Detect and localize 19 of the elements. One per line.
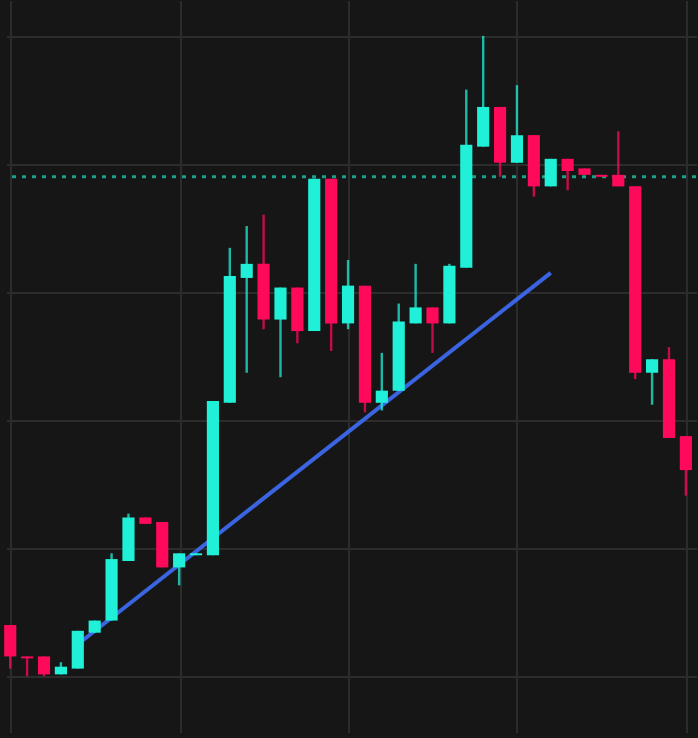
candlestick (21, 655, 34, 678)
candlestick (561, 157, 574, 192)
candlestick (612, 130, 625, 188)
candlestick (426, 306, 439, 355)
candlestick (240, 224, 253, 374)
candlestick (71, 629, 84, 670)
candlestick (679, 434, 692, 497)
candlestick (646, 358, 659, 406)
candlestick (122, 512, 135, 563)
candlestick (409, 262, 422, 325)
candlestick (375, 351, 388, 412)
candlestick (173, 552, 186, 587)
candlestick (341, 258, 355, 331)
candlestick (291, 286, 304, 345)
candlestick (37, 655, 51, 678)
candlestick (510, 83, 524, 164)
candlestick (274, 286, 287, 379)
candlestick (4, 623, 17, 670)
candlestick (477, 34, 490, 148)
